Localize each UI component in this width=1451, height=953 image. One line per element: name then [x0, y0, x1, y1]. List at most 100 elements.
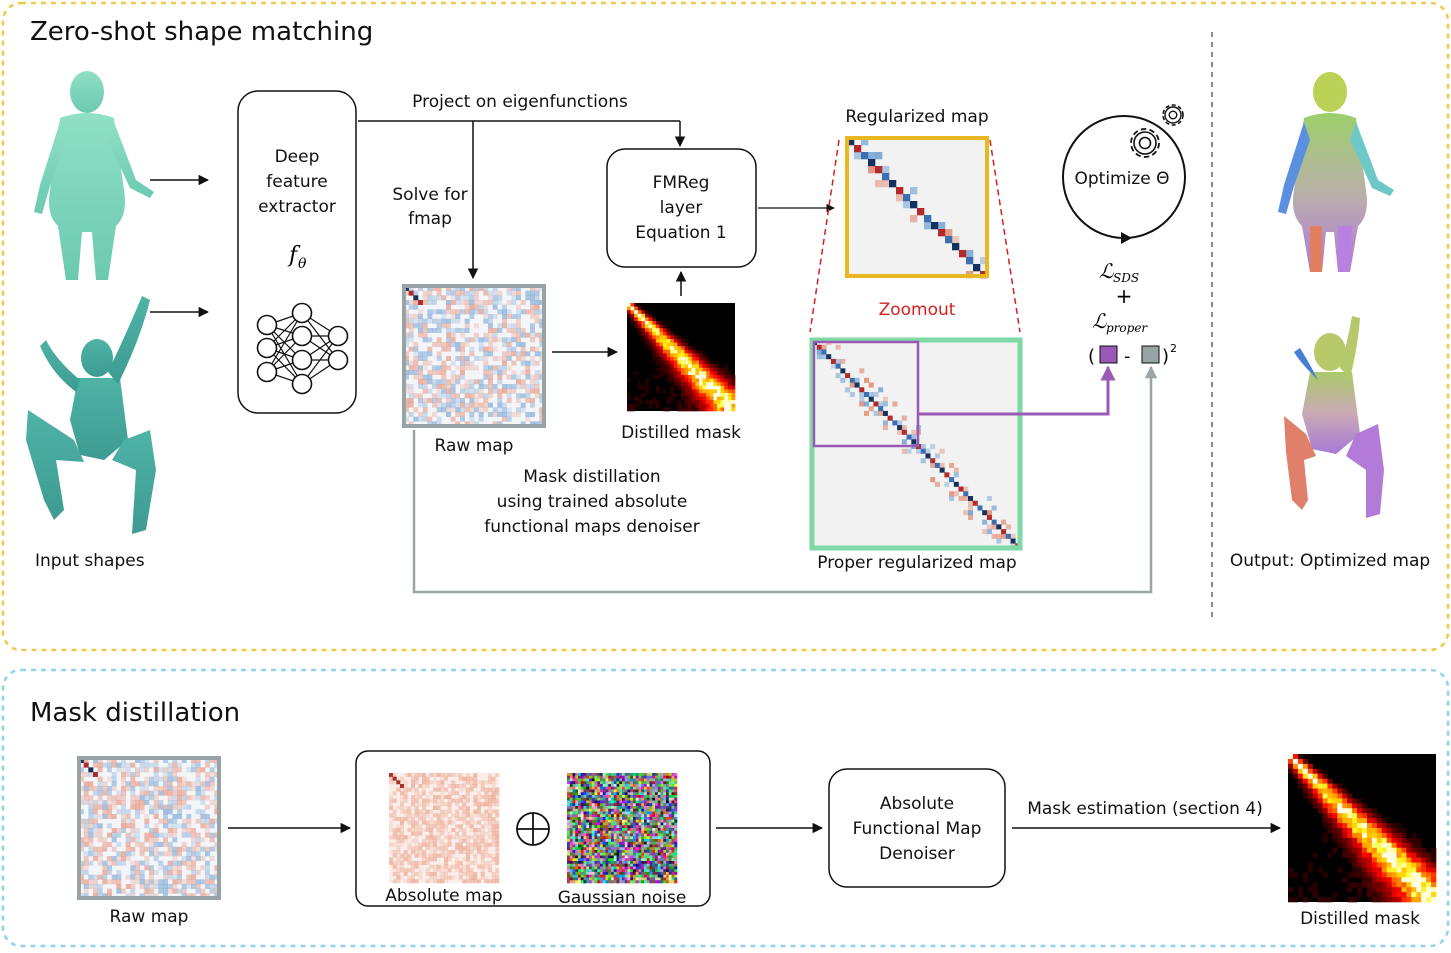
- matrix-cell: [720, 385, 725, 390]
- matrix-cell: [121, 800, 126, 805]
- noise-cell: [644, 814, 648, 818]
- matrix-cell: [868, 166, 876, 174]
- matrix-cell: [882, 410, 888, 416]
- matrix-cell: [181, 879, 187, 885]
- matrix-cell: [450, 393, 456, 399]
- noise-cell: [668, 839, 672, 843]
- matrix-cell: [691, 403, 696, 408]
- matrix-cell: [121, 814, 126, 819]
- matrix-cell: [436, 388, 442, 394]
- noise-cell: [668, 819, 672, 823]
- matrix-cell: [1342, 842, 1348, 849]
- matrix-cell: [450, 290, 456, 296]
- matrix-cell: [205, 823, 210, 829]
- matrix-cell: [181, 804, 187, 810]
- matrix-cell: [1381, 832, 1387, 839]
- matrix-cell: [702, 378, 707, 383]
- noise-cell: [611, 863, 615, 867]
- noise-cell: [611, 786, 615, 790]
- noise-cell: [624, 877, 628, 881]
- matrix-cell: [404, 388, 409, 394]
- noise-cell: [663, 841, 667, 845]
- matrix-cell: [88, 800, 94, 805]
- noise-cell: [649, 877, 653, 881]
- matrix-cell: [699, 349, 703, 354]
- matrix-cell: [897, 425, 903, 431]
- matrix-cell: [413, 323, 419, 329]
- matrix-cell: [167, 804, 173, 810]
- matrix-cell: [88, 795, 94, 801]
- noise-cell: [616, 850, 620, 854]
- matrix-cell: [1406, 842, 1412, 849]
- noise-cell: [646, 872, 650, 876]
- matrix-cell: [681, 357, 685, 361]
- matrix-cell: [462, 879, 467, 884]
- matrix-cell: [659, 353, 664, 358]
- matrix-cell: [670, 371, 675, 376]
- noise-cell: [660, 839, 664, 843]
- noise-cell: [569, 817, 573, 821]
- noise-cell: [627, 800, 631, 804]
- matrix-cell: [1332, 798, 1338, 804]
- noise-cell: [622, 800, 626, 804]
- matrix-cell: [963, 510, 969, 516]
- matrix-cell: [506, 412, 512, 417]
- matrix-cell: [418, 813, 423, 818]
- matrix-cell: [396, 839, 401, 843]
- matrix-cell: [474, 356, 479, 361]
- matrix-cell: [488, 351, 493, 357]
- matrix-cell: [488, 342, 493, 347]
- matrix-cell: [702, 353, 707, 358]
- noise-cell: [663, 792, 667, 796]
- matrix-cell: [172, 874, 178, 880]
- noise-cell: [652, 841, 656, 845]
- noise-cell: [644, 872, 648, 876]
- matrix-cell: [186, 874, 192, 880]
- matrix-cell: [466, 824, 470, 829]
- noise-cell: [622, 880, 626, 884]
- matrix-cell: [93, 828, 98, 833]
- noise-cell: [578, 806, 582, 810]
- matrix-cell: [821, 349, 827, 355]
- matrix-cell: [153, 856, 159, 861]
- matrix-cell: [427, 379, 433, 385]
- noise-cell: [638, 830, 642, 834]
- zoom-line-right: [989, 139, 1021, 333]
- noise-cell: [569, 775, 573, 779]
- matrix-cell: [666, 342, 671, 347]
- noise-cell: [594, 869, 598, 873]
- matrix-cell: [1312, 852, 1318, 858]
- noise-cell: [630, 808, 634, 812]
- matrix-cell: [645, 389, 649, 394]
- matrix-cell: [731, 385, 736, 390]
- matrix-cell: [389, 795, 393, 799]
- noise-cell: [589, 792, 593, 796]
- noise-cell: [583, 841, 587, 845]
- noise-cell: [635, 808, 639, 812]
- matrix-cell: [930, 462, 936, 468]
- matrix-cell: [713, 367, 718, 372]
- noise-cell: [575, 833, 579, 837]
- noise-cell: [602, 880, 606, 884]
- matrix-cell: [699, 389, 703, 394]
- noise-cell: [657, 786, 661, 790]
- noise-cell: [646, 800, 650, 804]
- noise-cell: [583, 833, 587, 837]
- noise-cell: [649, 825, 653, 829]
- matrix-cell: [952, 236, 960, 244]
- matrix-cell: [1302, 778, 1309, 784]
- noise-cell: [583, 797, 587, 801]
- matrix-cell: [681, 407, 685, 412]
- noise-cell: [572, 847, 576, 851]
- noise-cell: [586, 874, 590, 878]
- matrix-cell: [673, 349, 678, 354]
- matrix-cell: [455, 791, 459, 796]
- matrix-cell: [121, 758, 126, 763]
- matrix-cell: [186, 893, 192, 899]
- matrix-cell: [88, 828, 94, 833]
- matrix-cell: [135, 837, 140, 843]
- matrix-cell: [455, 365, 461, 371]
- matrix-cell: [144, 786, 150, 791]
- matrix-cell: [516, 374, 521, 380]
- matrix-cell: [663, 367, 667, 372]
